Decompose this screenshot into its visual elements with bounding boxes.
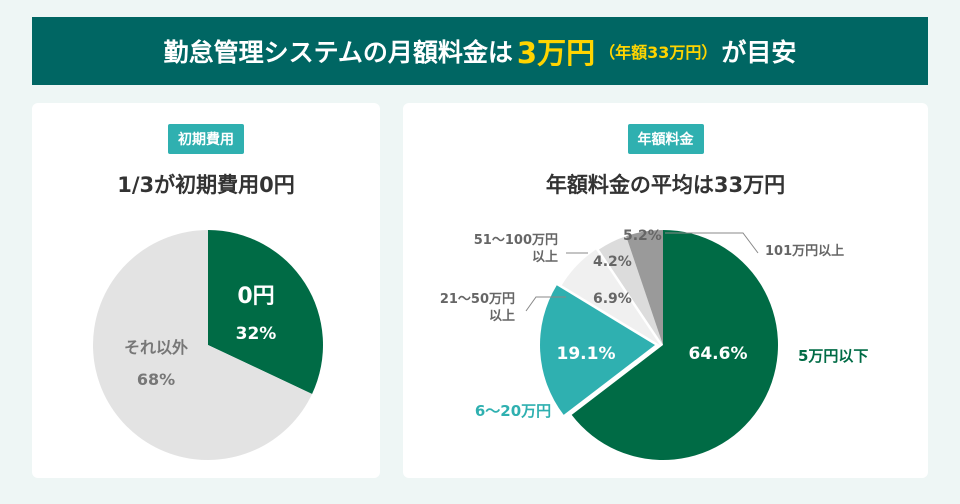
card-title: 1/3が初期費用0円 xyxy=(117,173,295,197)
slice-value-label: 19.1% xyxy=(557,344,616,364)
slice-value-label: 64.6% xyxy=(689,344,748,364)
slice-value-label: 6.9% xyxy=(593,291,632,307)
leader-line xyxy=(665,232,759,254)
slice-value-label: 32% xyxy=(236,324,277,344)
banner-text: 勤怠管理システムの月額料金は xyxy=(163,38,513,67)
slice-label: 21～50万円 xyxy=(440,292,515,307)
slice-label: 51～100万円 xyxy=(474,233,558,248)
slice-value-label: 68% xyxy=(137,370,175,389)
annual-fee-card: 年額料金 年額料金の平均は33万円 64.6% 5万円以下 19.1% 6～20万円 6… xyxy=(403,103,928,478)
banner-highlight: 3万円 xyxy=(516,36,596,70)
card-title: 年額料金の平均は33万円 xyxy=(545,173,786,197)
slice-label: 6～20万円 xyxy=(475,402,551,420)
slice-label: 以上 xyxy=(532,250,558,265)
slice-label: それ以外 xyxy=(124,338,188,357)
title-banner: 勤怠管理システムの月額料金は 3万円 （年額33万円） が目安 xyxy=(32,17,928,85)
card-badge: 年額料金 xyxy=(627,124,704,154)
slice-label: 以上 xyxy=(489,309,515,324)
slice-value-label: 5.2% xyxy=(623,228,662,244)
annual-fee-pie: 64.6% 5万円以下19.1%6～20万円6.9%21～50万円以上4.2%51… xyxy=(440,228,868,460)
banner-post: が目安 xyxy=(721,38,797,67)
pie-slice-3 xyxy=(598,236,663,345)
banner-sub: （年額33万円） xyxy=(599,43,718,62)
pie-slice-1 xyxy=(540,285,655,415)
pie-slice-4 xyxy=(626,230,663,345)
slice-value-label: 4.2% xyxy=(593,254,632,270)
pie-slice-0 xyxy=(571,230,778,460)
pie-slice-1 xyxy=(92,230,313,460)
initial-cost-pie: 0円 32% それ以外 68% xyxy=(92,230,323,460)
pie-slice-0 xyxy=(208,230,323,394)
leader-line xyxy=(525,296,566,312)
pie-slice-2 xyxy=(561,249,660,345)
initial-cost-card: 初期費用 1/3が初期費用0円 0円 32% それ以外 68% xyxy=(32,103,380,478)
slice-label: 0円 xyxy=(237,284,274,309)
slice-label: 5万円以下 xyxy=(798,347,868,365)
slice-label: 101万円以上 xyxy=(765,244,844,259)
card-badge: 初期費用 xyxy=(168,124,244,154)
